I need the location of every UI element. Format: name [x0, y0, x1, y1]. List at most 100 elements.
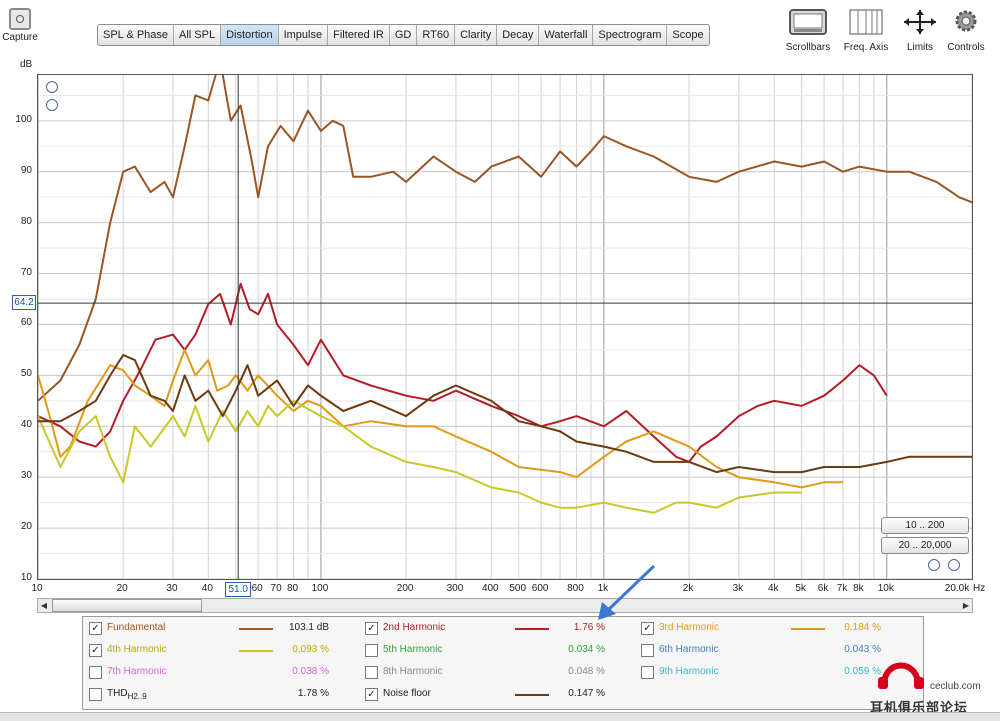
x-tick-label: 7k [836, 583, 848, 594]
range-10-200-button[interactable]: 10 .. 200 [881, 517, 969, 534]
series-line-2nd-harmonic [38, 282, 888, 463]
tab-distortion[interactable]: Distortion [221, 25, 279, 45]
scrollbars-label: Scrollbars [785, 42, 831, 53]
legend-name: 7th Harmonic [107, 666, 167, 677]
legend-value: 103.1 dB [288, 622, 329, 633]
legend-item-7th-harmonic[interactable]: 7th Harmonic 0.038 % [89, 663, 359, 681]
tab-bar: SPL & Phase All SPL Distortion Impulse F… [97, 24, 710, 46]
capture-button[interactable]: Capture [0, 8, 40, 54]
x-tick-label: 100 [311, 583, 329, 594]
x-tick-label: 20 [116, 583, 128, 594]
checkbox-2nd-harmonic[interactable]: ✓ [365, 622, 378, 635]
tab-clarity[interactable]: Clarity [455, 25, 498, 45]
tab-impulse[interactable]: Impulse [279, 25, 329, 45]
y-tick-label: 20 [20, 521, 32, 533]
x-tick-label: 3k [732, 583, 744, 594]
checkbox-9th-harmonic[interactable] [641, 666, 654, 679]
legend-name-subscript: H2..9 [127, 692, 147, 701]
legend-value: 0.147 % [568, 688, 605, 699]
range-20-20000-button[interactable]: 20 .. 20,000 [881, 537, 969, 554]
watermark-site: ceclub.com [930, 681, 981, 692]
x-tick-label: 200 [396, 583, 414, 594]
series-line-4th-harmonic [38, 399, 802, 514]
legend-item-6th-harmonic[interactable]: 6th Harmonic 0.043 % [641, 641, 911, 659]
cursor-y-readout: 64.2 [12, 295, 36, 311]
legend-item-8th-harmonic[interactable]: 8th Harmonic 0.048 % [365, 663, 635, 681]
zoom-in-x-icon[interactable] [948, 559, 960, 571]
legend-item-5th-harmonic[interactable]: 5th Harmonic 0.034 % [365, 641, 635, 659]
legend-swatch [239, 628, 273, 630]
checkbox-7th-harmonic[interactable] [89, 666, 102, 679]
tab-filtered-ir[interactable]: Filtered IR [328, 25, 390, 45]
scroll-right-icon[interactable]: ▶ [962, 601, 970, 610]
tab-rt60[interactable]: RT60 [417, 25, 456, 45]
y-tick-label: 10 [20, 572, 32, 583]
tab-gd[interactable]: GD [390, 25, 418, 45]
legend-item-thd[interactable]: THDH2..9 1.78 % [89, 685, 359, 703]
legend-item-4th-harmonic[interactable]: ✓ 4th Harmonic 0.093 % [89, 641, 359, 659]
zoom-out-x-icon[interactable] [928, 559, 940, 571]
legend-name: THDH2..9 [107, 688, 147, 701]
tab-spl-phase[interactable]: SPL & Phase [98, 25, 175, 45]
legend-item-3rd-harmonic[interactable]: ✓ 3rd Harmonic 0.184 % [641, 619, 911, 637]
tab-scope[interactable]: Scope [672, 29, 704, 41]
capture-label: Capture [2, 32, 38, 43]
watermark-logo: ceclub.com 耳机俱乐部论坛 [870, 651, 998, 715]
legend-name: 8th Harmonic [383, 666, 443, 677]
distortion-chart[interactable] [38, 75, 972, 579]
legend-value: 0.043 % [844, 644, 881, 655]
legend-value: 1.78 % [297, 688, 329, 699]
legend-name: Fundamental [107, 622, 166, 633]
legend-swatch [515, 694, 549, 696]
checkbox-noise-floor[interactable]: ✓ [365, 688, 378, 701]
horizontal-scrollbar[interactable]: ◀ ▶ [37, 598, 973, 613]
freq-axis-button[interactable]: Freq. Axis [836, 8, 896, 53]
zoom-out-y-icon[interactable] [46, 99, 58, 111]
tab-decay[interactable]: Decay [497, 25, 540, 45]
distortion-plot[interactable]: 10 .. 200 20 .. 20,000 [37, 74, 973, 580]
x-tick-label: 1k [597, 583, 609, 594]
legend-swatch [239, 650, 273, 652]
tab-spectrogram[interactable]: Spectrogram [593, 25, 668, 45]
limits-arrows-icon [904, 10, 936, 34]
x-tick-label: 40 [201, 583, 213, 594]
scroll-left-icon[interactable]: ◀ [40, 601, 48, 610]
scroll-thumb[interactable] [52, 599, 202, 612]
legend-item-9th-harmonic[interactable]: 9th Harmonic 0.059 % [641, 663, 911, 681]
checkbox-6th-harmonic[interactable] [641, 644, 654, 657]
controls-button[interactable]: Controls [936, 8, 996, 53]
legend-item-2nd-harmonic[interactable]: ✓ 2nd Harmonic 1.76 % [365, 619, 635, 637]
legend-value: 0.034 % [568, 644, 605, 655]
legend-name: 2nd Harmonic [383, 622, 446, 633]
freq-axis-icon [849, 9, 883, 35]
zoom-in-y-icon[interactable] [46, 81, 58, 93]
y-tick-label: 60 [20, 317, 32, 329]
scrollbars-button[interactable]: Scrollbars [778, 8, 838, 53]
checkbox-thd[interactable] [89, 688, 102, 701]
checkbox-8th-harmonic[interactable] [365, 666, 378, 679]
y-tick-label: 40 [20, 419, 32, 431]
camera-icon [9, 8, 31, 30]
x-tick-label: 8k [853, 583, 864, 594]
legend-item-fundamental[interactable]: ✓ Fundamental 103.1 dB [89, 619, 359, 637]
checkbox-3rd-harmonic[interactable]: ✓ [641, 622, 654, 635]
legend-name: 6th Harmonic [659, 644, 719, 655]
checkbox-4th-harmonic[interactable]: ✓ [89, 644, 102, 657]
tab-all-spl[interactable]: All SPL [174, 25, 222, 45]
x-tick-label: 70 [270, 583, 282, 594]
limits-button[interactable]: Limits [890, 8, 950, 53]
checkbox-fundamental[interactable]: ✓ [89, 622, 102, 635]
gear-icon [955, 10, 977, 32]
checkbox-5th-harmonic[interactable] [365, 644, 378, 657]
legend-value: 0.059 % [844, 666, 881, 677]
tab-waterfall[interactable]: Waterfall [539, 25, 594, 45]
x-tick-label: 800 [567, 583, 584, 594]
x-tick-label: 20.0k [944, 583, 970, 594]
freq-axis-label: Freq. Axis [843, 42, 889, 53]
legend-item-noise-floor[interactable]: ✓ Noise floor 0.147 % [365, 685, 635, 703]
y-tick-label: 90 [20, 164, 32, 176]
x-tick-label: 4k [767, 583, 779, 594]
legend-name: 4th Harmonic [107, 644, 167, 655]
series-line-3rd-harmonic [38, 348, 843, 489]
x-tick-label: 10k [877, 583, 894, 594]
